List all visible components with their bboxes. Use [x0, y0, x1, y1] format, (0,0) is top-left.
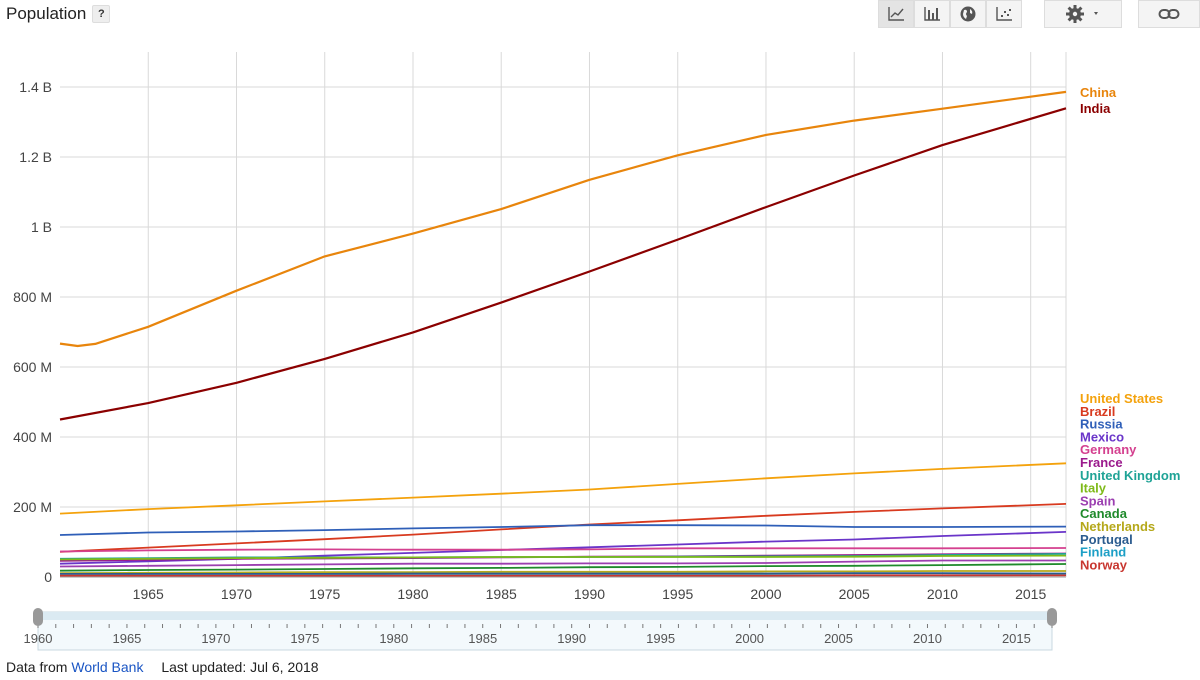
- y-tick-label: 400 M: [13, 429, 52, 445]
- x-tick-label: 1990: [574, 586, 605, 602]
- settings-toolbar: [1044, 0, 1122, 28]
- series-line-india[interactable]: [59, 107, 1067, 421]
- legend-item-portugal[interactable]: Portugal: [1080, 532, 1133, 547]
- settings-button[interactable]: [1044, 0, 1122, 28]
- slider-range-bar[interactable]: [38, 612, 1052, 620]
- map-button[interactable]: [950, 0, 986, 28]
- slider-left-handle[interactable]: [33, 608, 43, 626]
- x-tick-label: 2015: [1015, 586, 1046, 602]
- bar-chart-icon: [924, 7, 940, 21]
- x-tick-label: 2000: [750, 586, 781, 602]
- x-tick-label: 2010: [927, 586, 958, 602]
- slider-tick-label: 2005: [824, 631, 853, 646]
- series-line-united-states[interactable]: [59, 462, 1067, 515]
- chart-type-toolbar: [878, 0, 1022, 28]
- slider-tick-label: 1965: [112, 631, 141, 646]
- slider-tick-label: 2015: [1002, 631, 1031, 646]
- y-tick-label: 1.2 B: [19, 149, 52, 165]
- y-tick-label: 800 M: [13, 289, 52, 305]
- last-updated-label: Last updated: Jul 6, 2018: [161, 659, 319, 675]
- slider-tick-label: 1985: [468, 631, 497, 646]
- legend-item-united-kingdom[interactable]: United Kingdom: [1080, 468, 1180, 483]
- line-chart-icon: [888, 7, 904, 21]
- legend-item-russia[interactable]: Russia: [1080, 417, 1123, 432]
- x-tick-label: 1985: [486, 586, 517, 602]
- x-tick-label: 2005: [839, 586, 870, 602]
- series-line-netherlands[interactable]: [59, 570, 1066, 574]
- line-chart-button[interactable]: [878, 0, 914, 28]
- series-line-russia[interactable]: [59, 524, 1067, 536]
- legend-item-china[interactable]: China: [1080, 85, 1117, 100]
- slider-tick-label: 1980: [379, 631, 408, 646]
- x-tick-label: 1995: [662, 586, 693, 602]
- x-tick-label: 1965: [133, 586, 164, 602]
- series-line-germany[interactable]: [59, 547, 1067, 553]
- y-tick-label: 1 B: [31, 219, 52, 235]
- legend-item-netherlands[interactable]: Netherlands: [1080, 519, 1155, 534]
- x-tick-label: 1970: [221, 586, 252, 602]
- series-line-china[interactable]: [59, 90, 1067, 348]
- gear-icon: [1066, 5, 1098, 23]
- legend-item-brazil[interactable]: Brazil: [1080, 404, 1115, 419]
- x-tick-label: 1975: [309, 586, 340, 602]
- slider-start-label: 1960: [24, 631, 53, 646]
- legend-item-italy[interactable]: Italy: [1080, 481, 1107, 496]
- x-axis: 1965 1970 1975 1980 1985 1990 1995 2000 2005 2010…: [133, 586, 1047, 602]
- data-from-label: Data from: [6, 659, 68, 675]
- time-range-slider[interactable]: 1960 1965 1970 1975 1980 1985 1990 1995 2000 2005…: [24, 608, 1057, 651]
- series-line-spain[interactable]: [59, 559, 1066, 568]
- slider-tick-label: 2010: [913, 631, 942, 646]
- y-tick-label: 1.4 B: [19, 79, 52, 95]
- y-tick-label: 600 M: [13, 359, 52, 375]
- series-lines: [59, 90, 1067, 577]
- slider-tick-label: 1995: [646, 631, 675, 646]
- slider-tick-label: 1970: [201, 631, 230, 646]
- series-line-italy[interactable]: [59, 554, 1067, 561]
- scatter-icon: [996, 7, 1012, 21]
- y-tick-label: 0: [44, 569, 52, 585]
- link-icon: [1158, 9, 1180, 19]
- y-tick-label: 200 M: [13, 499, 52, 515]
- slider-right-handle[interactable]: [1047, 608, 1057, 626]
- y-axis: 0 200 M 400 M 600 M 800 M 1 B 1.2 B 1.4 B: [13, 79, 52, 585]
- slider-tick-label: 1990: [557, 631, 586, 646]
- slider-tick-label: 2000: [735, 631, 764, 646]
- slider-tick-label: 1975: [290, 631, 319, 646]
- series-line-canada[interactable]: [59, 563, 1067, 572]
- legend-item-india[interactable]: India: [1080, 101, 1111, 116]
- grid: [60, 52, 1067, 578]
- series-line-portugal[interactable]: [60, 572, 1067, 575]
- title-area: Population ?: [6, 4, 111, 24]
- legend-item-spain[interactable]: Spain: [1080, 493, 1115, 508]
- scatter-button[interactable]: [986, 0, 1022, 28]
- legend-item-france[interactable]: France: [1080, 455, 1123, 470]
- legend-item-germany[interactable]: Germany: [1080, 442, 1137, 457]
- bar-chart-button[interactable]: [914, 0, 950, 28]
- legend-item-norway[interactable]: Norway: [1080, 557, 1128, 572]
- footer: Data from World Bank Last updated: Jul 6…: [6, 659, 319, 675]
- world-bank-link[interactable]: World Bank: [71, 659, 144, 675]
- page-title: Population: [6, 4, 87, 23]
- legend-item-united-states[interactable]: United States: [1080, 391, 1163, 406]
- globe-icon: [960, 6, 976, 22]
- legend-item-finland[interactable]: Finland: [1080, 545, 1126, 560]
- x-tick-label: 1980: [397, 586, 428, 602]
- legend-item-mexico[interactable]: Mexico: [1080, 429, 1124, 444]
- legend-item-canada[interactable]: Canada: [1080, 506, 1128, 521]
- help-button[interactable]: ?: [92, 5, 111, 23]
